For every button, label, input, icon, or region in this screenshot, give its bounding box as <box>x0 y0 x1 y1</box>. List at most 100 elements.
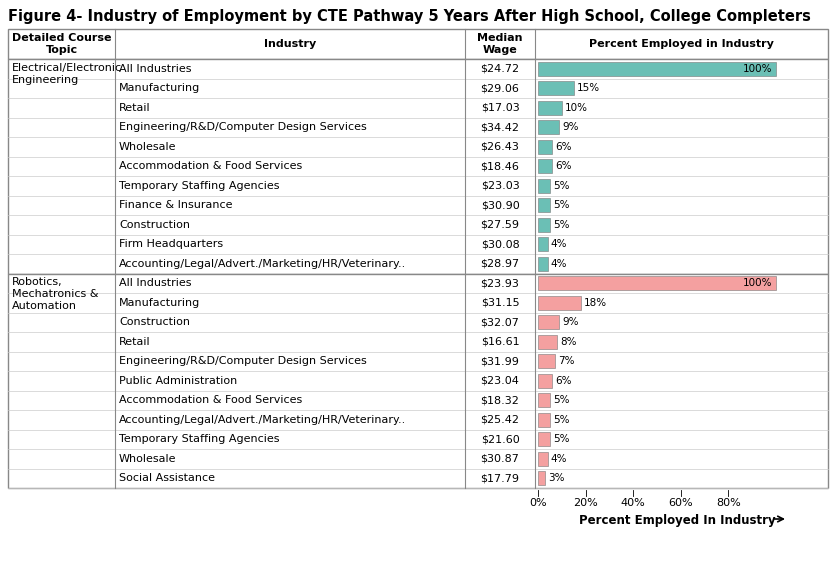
Text: Wholesale: Wholesale <box>119 454 176 464</box>
Bar <box>538 198 550 212</box>
Text: All Industries: All Industries <box>119 278 191 288</box>
Text: 3%: 3% <box>548 473 564 483</box>
Bar <box>538 276 776 290</box>
Text: 9%: 9% <box>563 317 579 327</box>
Text: Construction: Construction <box>119 220 190 230</box>
Bar <box>538 101 562 114</box>
Text: $30.90: $30.90 <box>481 200 519 210</box>
Bar <box>538 296 581 309</box>
Text: $17.03: $17.03 <box>481 103 519 113</box>
Text: 4%: 4% <box>550 239 567 249</box>
Text: 6%: 6% <box>555 141 572 152</box>
Bar <box>538 374 552 387</box>
Bar <box>538 393 550 407</box>
Text: Wholesale: Wholesale <box>119 141 176 152</box>
Text: $23.04: $23.04 <box>481 376 519 386</box>
Text: $27.59: $27.59 <box>480 220 519 230</box>
Text: 60%: 60% <box>668 498 693 508</box>
Text: Percent Employed In Industry: Percent Employed In Industry <box>579 514 775 527</box>
Text: 40%: 40% <box>620 498 645 508</box>
Text: All Industries: All Industries <box>119 64 191 74</box>
Bar <box>8 274 828 488</box>
Text: Accounting/Legal/Advert./Marketing/HR/Veterinary..: Accounting/Legal/Advert./Marketing/HR/Ve… <box>119 415 407 425</box>
Text: Median
Wage: Median Wage <box>478 33 523 55</box>
Bar <box>8 59 828 274</box>
Text: 80%: 80% <box>716 498 741 508</box>
Text: Manufacturing: Manufacturing <box>119 298 200 308</box>
Text: 4%: 4% <box>550 454 567 464</box>
Bar <box>538 335 557 349</box>
Bar <box>538 315 559 329</box>
Text: Firm Headquarters: Firm Headquarters <box>119 239 223 249</box>
Text: 6%: 6% <box>555 376 572 386</box>
Text: 18%: 18% <box>584 298 607 308</box>
Text: Manufacturing: Manufacturing <box>119 83 200 93</box>
Text: 7%: 7% <box>558 356 574 366</box>
Text: Robotics,
Mechatronics &
Automation: Robotics, Mechatronics & Automation <box>12 278 99 311</box>
Text: 100%: 100% <box>743 64 773 74</box>
Bar <box>538 471 545 485</box>
Text: 9%: 9% <box>563 122 579 132</box>
Text: Percent Employed in Industry: Percent Employed in Industry <box>589 39 774 49</box>
Text: 10%: 10% <box>564 103 588 113</box>
Text: $34.42: $34.42 <box>480 122 519 132</box>
Text: 6%: 6% <box>555 161 572 171</box>
Text: Finance & Insurance: Finance & Insurance <box>119 200 232 210</box>
Text: Figure 4- Industry of Employment by CTE Pathway 5 Years After High School, Colle: Figure 4- Industry of Employment by CTE … <box>8 9 811 24</box>
Text: Public Administration: Public Administration <box>119 376 237 386</box>
Text: $18.32: $18.32 <box>481 395 519 405</box>
Text: 100%: 100% <box>743 278 773 288</box>
Text: $30.08: $30.08 <box>481 239 519 249</box>
Text: 5%: 5% <box>553 395 569 405</box>
Bar <box>538 237 548 251</box>
Bar <box>538 257 548 271</box>
Bar <box>538 433 550 446</box>
Text: Retail: Retail <box>119 337 150 347</box>
Text: $26.43: $26.43 <box>481 141 519 152</box>
Text: $24.72: $24.72 <box>480 64 519 74</box>
Text: $23.03: $23.03 <box>481 181 519 191</box>
Text: $29.06: $29.06 <box>481 83 519 93</box>
Text: Accounting/Legal/Advert./Marketing/HR/Veterinary..: Accounting/Legal/Advert./Marketing/HR/Ve… <box>119 259 407 269</box>
Text: $32.07: $32.07 <box>481 317 519 327</box>
Bar <box>538 413 550 427</box>
Text: Electrical/Electronic
Engineering: Electrical/Electronic Engineering <box>12 63 122 85</box>
Text: 5%: 5% <box>553 434 569 444</box>
Text: Temporary Staffing Agencies: Temporary Staffing Agencies <box>119 434 280 444</box>
Bar <box>538 218 550 232</box>
Text: 5%: 5% <box>553 200 569 210</box>
Text: 15%: 15% <box>577 83 600 93</box>
Text: Accommodation & Food Services: Accommodation & Food Services <box>119 161 302 171</box>
Bar <box>538 160 552 173</box>
Text: $25.42: $25.42 <box>480 415 519 425</box>
Text: $17.79: $17.79 <box>480 473 519 483</box>
Text: Temporary Staffing Agencies: Temporary Staffing Agencies <box>119 181 280 191</box>
Text: $31.99: $31.99 <box>481 356 519 366</box>
Bar <box>8 29 828 59</box>
Text: Engineering/R&D/Computer Design Services: Engineering/R&D/Computer Design Services <box>119 122 367 132</box>
Text: 8%: 8% <box>560 337 576 347</box>
Text: 20%: 20% <box>573 498 598 508</box>
Bar <box>538 82 574 95</box>
Bar <box>538 452 548 465</box>
Text: Construction: Construction <box>119 317 190 327</box>
Text: Detailed Course
Topic: Detailed Course Topic <box>12 33 111 55</box>
Text: 0%: 0% <box>529 498 547 508</box>
Text: Industry: Industry <box>264 39 316 49</box>
Text: 5%: 5% <box>553 220 569 230</box>
Text: Retail: Retail <box>119 103 150 113</box>
Text: $18.46: $18.46 <box>481 161 519 171</box>
Bar <box>538 62 776 76</box>
Text: Engineering/R&D/Computer Design Services: Engineering/R&D/Computer Design Services <box>119 356 367 366</box>
Text: 5%: 5% <box>553 415 569 425</box>
Text: $16.61: $16.61 <box>481 337 519 347</box>
Bar <box>538 120 559 134</box>
Text: Social Assistance: Social Assistance <box>119 473 215 483</box>
Bar <box>538 355 554 368</box>
Text: Accommodation & Food Services: Accommodation & Food Services <box>119 395 302 405</box>
Text: 5%: 5% <box>553 181 569 191</box>
Text: $31.15: $31.15 <box>481 298 519 308</box>
Text: $21.60: $21.60 <box>481 434 519 444</box>
Text: $23.93: $23.93 <box>481 278 519 288</box>
Bar <box>538 140 552 154</box>
